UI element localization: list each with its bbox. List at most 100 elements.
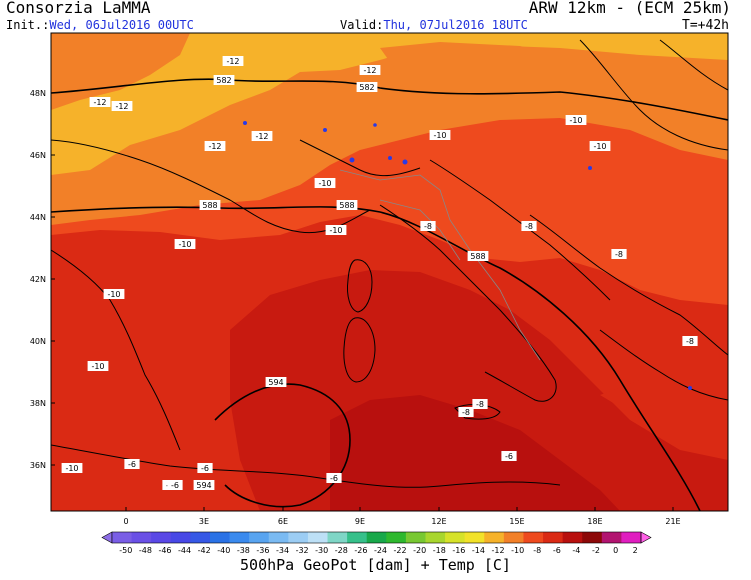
coast-balkans: [529, 214, 728, 356]
geopotential-label: 582: [356, 82, 378, 92]
geopotential-label-text: 582: [216, 76, 231, 85]
temperature-label: -10: [314, 178, 336, 188]
valid-label: Valid:: [340, 18, 384, 32]
temperature-label-box: [251, 131, 273, 141]
temperature-label: -10: [174, 239, 196, 249]
valid-time: Valid:Thu, 07Jul2016 18UTC: [340, 18, 528, 32]
lat-label: 38N: [30, 399, 46, 408]
temperature-label-text: -6: [201, 464, 209, 473]
lake-marker: [349, 157, 355, 163]
colorbar-swatch: [445, 532, 466, 543]
geopotential-label-box: [467, 251, 489, 261]
temperature-label-text: -10: [329, 226, 342, 235]
colorbar-tick-label: -34: [276, 546, 289, 555]
temperature-label-text: -8: [424, 222, 432, 231]
colorbar-swatch: [386, 532, 407, 543]
regional-borders: [339, 169, 541, 361]
colorbar-tick-label: 0: [613, 546, 618, 555]
temperature-label-box: [222, 56, 244, 66]
colorbar-tick-label: -24: [374, 546, 387, 555]
geopotential-label-text: 594: [196, 481, 211, 490]
temperature-label-text: -6: [128, 460, 136, 469]
temperature-label-text: -8: [525, 222, 533, 231]
temperature-label-box: [420, 221, 436, 231]
colorbar-swatch: [464, 532, 485, 543]
temperature-label-box: [167, 480, 183, 490]
band-minus-14: [51, 33, 728, 175]
lat-label: 44N: [30, 213, 46, 222]
colorbar-tick-label: -6: [553, 546, 561, 555]
lon-label: 6E: [278, 517, 288, 526]
colorbar-tick-label: -10: [511, 546, 524, 555]
temperature-label: -6: [326, 473, 342, 483]
lake-marker: [373, 123, 377, 127]
colorbar-swatch: [582, 532, 603, 543]
band-minus-12-nw: [51, 33, 190, 110]
coast-greece: [599, 329, 728, 401]
geopotential-label: 594: [193, 480, 215, 490]
temperature-label-box: [589, 141, 611, 151]
colorbar-tick-label: -30: [315, 546, 328, 555]
colorbar-tick-label: -40: [217, 546, 230, 555]
colorbar-tick-label: -26: [354, 546, 367, 555]
temperature-label-box: [326, 473, 342, 483]
temperature-label-box: [359, 65, 381, 75]
colorbar-tick-label: -8: [533, 546, 541, 555]
colorbar-tick-label: -28: [335, 546, 348, 555]
lat-label: 36N: [30, 461, 46, 470]
temperature-label-text: -10: [569, 116, 582, 125]
geopotential-label-text: 588: [470, 252, 485, 261]
temperature-label-box: [682, 336, 698, 346]
temperature-label: -6: [501, 451, 517, 461]
temperature-label-box: [103, 289, 125, 299]
colorbar-swatch: [170, 532, 191, 543]
temperature-label-text: -12: [93, 98, 106, 107]
temperature-label-text: -8: [462, 408, 470, 417]
temperature-label-text: -12: [115, 102, 128, 111]
temperature-label: -10: [87, 361, 109, 371]
coast-italy-west: [379, 204, 557, 402]
temperature-label-text: -10: [91, 362, 104, 371]
temperature-label-box: [204, 141, 226, 151]
temperature-label: -12: [111, 101, 133, 111]
temperature-label: -8: [420, 221, 436, 231]
colorbar-swatch: [327, 532, 348, 543]
colorbar-tick-label: -14: [472, 546, 485, 555]
temperature-label-text: -10: [65, 464, 78, 473]
colorbar-title: 500hPa GeoPot [dam] + Temp [C]: [240, 556, 511, 574]
init-value: Wed, 06Jul2016 00UTC: [49, 18, 194, 32]
temperature-label: -12: [222, 56, 244, 66]
longitude-axis: 0 3E 6E 9E 12E 15E 18E 21E: [123, 507, 681, 526]
temperature-label-text: -12: [363, 66, 376, 75]
temperature-label-text: -12: [255, 132, 268, 141]
geopotential-label-text: 588: [202, 201, 217, 210]
temperature-label: -12: [204, 141, 226, 151]
band-minus-12-north: [380, 42, 560, 82]
lake-marker: [323, 128, 327, 132]
colorbar-tick-label: -32: [296, 546, 309, 555]
colorbar-tick-label: -4: [572, 546, 580, 555]
temperature-label-text: -10: [107, 290, 120, 299]
colorbar-swatch: [209, 532, 230, 543]
geopotential-label-box: [199, 200, 221, 210]
temperature-label: -10: [103, 289, 125, 299]
colorbar-tick-label: -46: [158, 546, 171, 555]
lat-label: 40N: [30, 337, 46, 346]
colorbar-swatch: [503, 532, 524, 543]
lake-marker: [402, 159, 408, 165]
init-label: Init.:: [6, 18, 50, 32]
latitude-axis: 48N 46N 44N 42N 40N 38N 36N: [30, 89, 55, 470]
border-alps: [299, 139, 421, 177]
geopotential-label: 588: [467, 251, 489, 261]
forecast-step: T=+42h: [682, 18, 729, 33]
colorbar-tick-label: -18: [433, 546, 446, 555]
coast-sicily: [454, 404, 501, 420]
colorbar-swatch: [268, 532, 289, 543]
isoline-582: [51, 78, 728, 121]
temperature-label: -12: [359, 65, 381, 75]
model-title: ARW 12km - (ECM 25km): [528, 0, 731, 17]
lon-label: 9E: [355, 517, 365, 526]
geopotential-label: 582: [213, 75, 235, 85]
colorbar-swatch: [347, 532, 368, 543]
geopotential-labels: 582 582 588 588 588 594 594: [193, 75, 489, 490]
